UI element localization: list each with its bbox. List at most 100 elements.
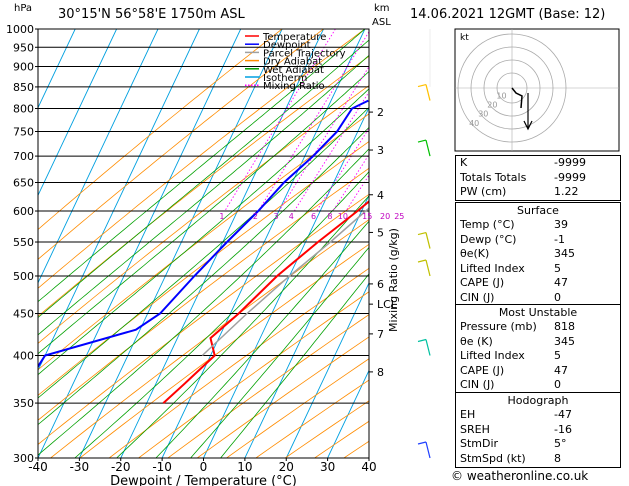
index-row: K -9999 <box>456 156 620 171</box>
mixing-ratio-label: 10 <box>338 212 348 221</box>
surface-value: 5 <box>554 261 561 275</box>
temp-tick-label: -30 <box>70 460 90 474</box>
pressure-tick-label: 350 <box>13 397 34 410</box>
mixing-ratio-label: 15 <box>362 212 372 221</box>
wind-barb-staff <box>425 441 431 459</box>
surface-value: 39 <box>554 218 568 231</box>
wet-adiabat-line <box>38 29 366 303</box>
temp-tick-label: -10 <box>152 460 172 474</box>
mu-label: θe (K) <box>460 334 493 348</box>
isotherm-line <box>38 29 200 372</box>
km-tick-label: 4 <box>377 189 384 202</box>
hodograph-arrowhead <box>523 120 533 131</box>
isotherm-line <box>78 29 283 458</box>
mixing-ratio-line <box>257 30 369 212</box>
hodo-row: EH -47 <box>456 408 620 423</box>
legend-label: Dewpoint <box>263 40 311 51</box>
mixing-ratio-label: 1 <box>219 212 224 221</box>
pressure-tick-label: 600 <box>13 205 34 218</box>
datetime-title: 14.06.2021 12GMT (Base: 12) <box>410 7 606 22</box>
temp-tick-label: -20 <box>111 460 131 474</box>
mu-row: CIN (J) 0 <box>456 378 620 393</box>
index-value: -9999 <box>554 156 586 169</box>
wet-adiabat-line <box>220 273 369 458</box>
temp-tick-label: 20 <box>279 460 294 474</box>
wind-barb-flag <box>417 139 427 143</box>
index-label: K <box>460 156 468 169</box>
mu-row: Lifted Index 5 <box>456 349 620 364</box>
isotherm-line <box>120 29 324 458</box>
pressure-tick-label: 850 <box>13 81 34 94</box>
hodo-row: StmSpd (kt) 8 <box>456 452 620 467</box>
temp-tick-label: 0 <box>200 460 208 474</box>
mu-label: CIN (J) <box>460 378 495 392</box>
pressure-tick-label: 500 <box>13 270 34 283</box>
pressure-tick-label: 650 <box>13 176 34 189</box>
hodo-value: -47 <box>554 408 572 421</box>
surface-row: θe(K) 345 <box>456 247 620 262</box>
temp-tick-label: 10 <box>237 460 252 474</box>
wet-adiabat-line <box>38 106 369 399</box>
isotherm-line <box>38 29 76 109</box>
wet-adiabat-line <box>38 70 369 355</box>
hodo-row: SREH -16 <box>456 423 620 438</box>
wind-barb-flag <box>417 259 427 263</box>
surface-row: CIN (J) 0 <box>456 291 620 306</box>
dry-adiabat-line <box>196 336 369 458</box>
mu-value: 47 <box>554 363 568 377</box>
surface-label: Lifted Index <box>460 261 525 275</box>
wind-barb-staff <box>425 339 431 356</box>
wind-barb-flag <box>417 231 427 236</box>
mixing-ratio-label: 8 <box>327 212 332 221</box>
dry-adiabat-line <box>38 85 369 344</box>
pressure-tick-label: 400 <box>13 349 34 362</box>
wet-adiabat-line <box>38 88 369 376</box>
mixing-ratio-axis-label: Mixing Ratio (g/kg) <box>387 228 400 332</box>
surface-row: Temp (°C) 39 <box>456 218 620 233</box>
dry-adiabat-line <box>167 314 369 458</box>
wind-barb-staff <box>425 139 431 157</box>
mu-label: CAPE (J) <box>460 363 505 377</box>
plot-area <box>38 29 369 458</box>
hodograph-table-panel: Hodograph EH -47 SREH -16 StmDir 5° StmSpd … <box>455 392 621 468</box>
km-tick-label: 2 <box>377 106 384 119</box>
wind-barb-flag <box>417 441 427 445</box>
dry-adiabat-line <box>38 29 366 289</box>
legend-label: Mixing Ratio <box>263 81 325 92</box>
index-row: Totals Totals -9999 <box>456 171 620 186</box>
surface-label: θe(K) <box>460 247 490 261</box>
km-tick-label: 8 <box>377 366 384 379</box>
mixing-ratio-line <box>332 153 369 212</box>
km-tick-label: 5 <box>377 226 384 239</box>
km-tick-label: LCL <box>377 298 398 311</box>
mu-row: CAPE (J) 47 <box>456 364 620 379</box>
pressure-tick-label: 950 <box>13 41 34 54</box>
hpa-axis-label: hPa <box>14 3 33 14</box>
wet-adiabat-line <box>38 54 369 336</box>
legend-label: Parcel Trajectory <box>263 48 346 59</box>
asl-axis-label: ASL <box>372 17 391 28</box>
mu-label: Lifted Index <box>460 349 525 363</box>
mu-value: 5 <box>554 349 561 363</box>
hodo-label: EH <box>460 408 476 421</box>
x-axis-label: Dewpoint / Temperature (°C) <box>110 474 297 486</box>
hodograph-trace <box>511 87 523 109</box>
mu-value: 345 <box>554 334 575 348</box>
hodo-value: 5° <box>554 437 567 451</box>
km-axis-label: km <box>374 3 390 14</box>
temp-tick-label: 40 <box>361 460 376 474</box>
wind-barb-flag <box>417 338 427 343</box>
legend-label: Temperature <box>262 32 326 43</box>
most-unstable-title: Most Unstable <box>498 306 578 319</box>
hodograph-ring-label: 40 <box>469 119 479 128</box>
wet-adiabat-line <box>116 195 369 458</box>
dry-adiabat-line <box>138 291 369 458</box>
isotherm-line <box>285 281 369 458</box>
isotherm-line <box>161 29 366 458</box>
wind-barb-flag <box>417 84 427 88</box>
series-parcel-trajectory <box>201 207 369 357</box>
mixing-ratio-label: 20 <box>380 212 390 221</box>
hodo-label: StmSpd (kt) <box>460 451 526 465</box>
